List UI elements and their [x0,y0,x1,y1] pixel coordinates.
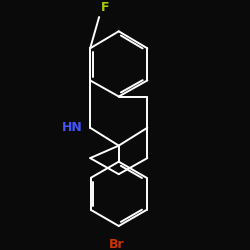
Text: HN: HN [62,121,83,134]
Text: F: F [101,1,110,14]
Text: Br: Br [109,238,125,250]
